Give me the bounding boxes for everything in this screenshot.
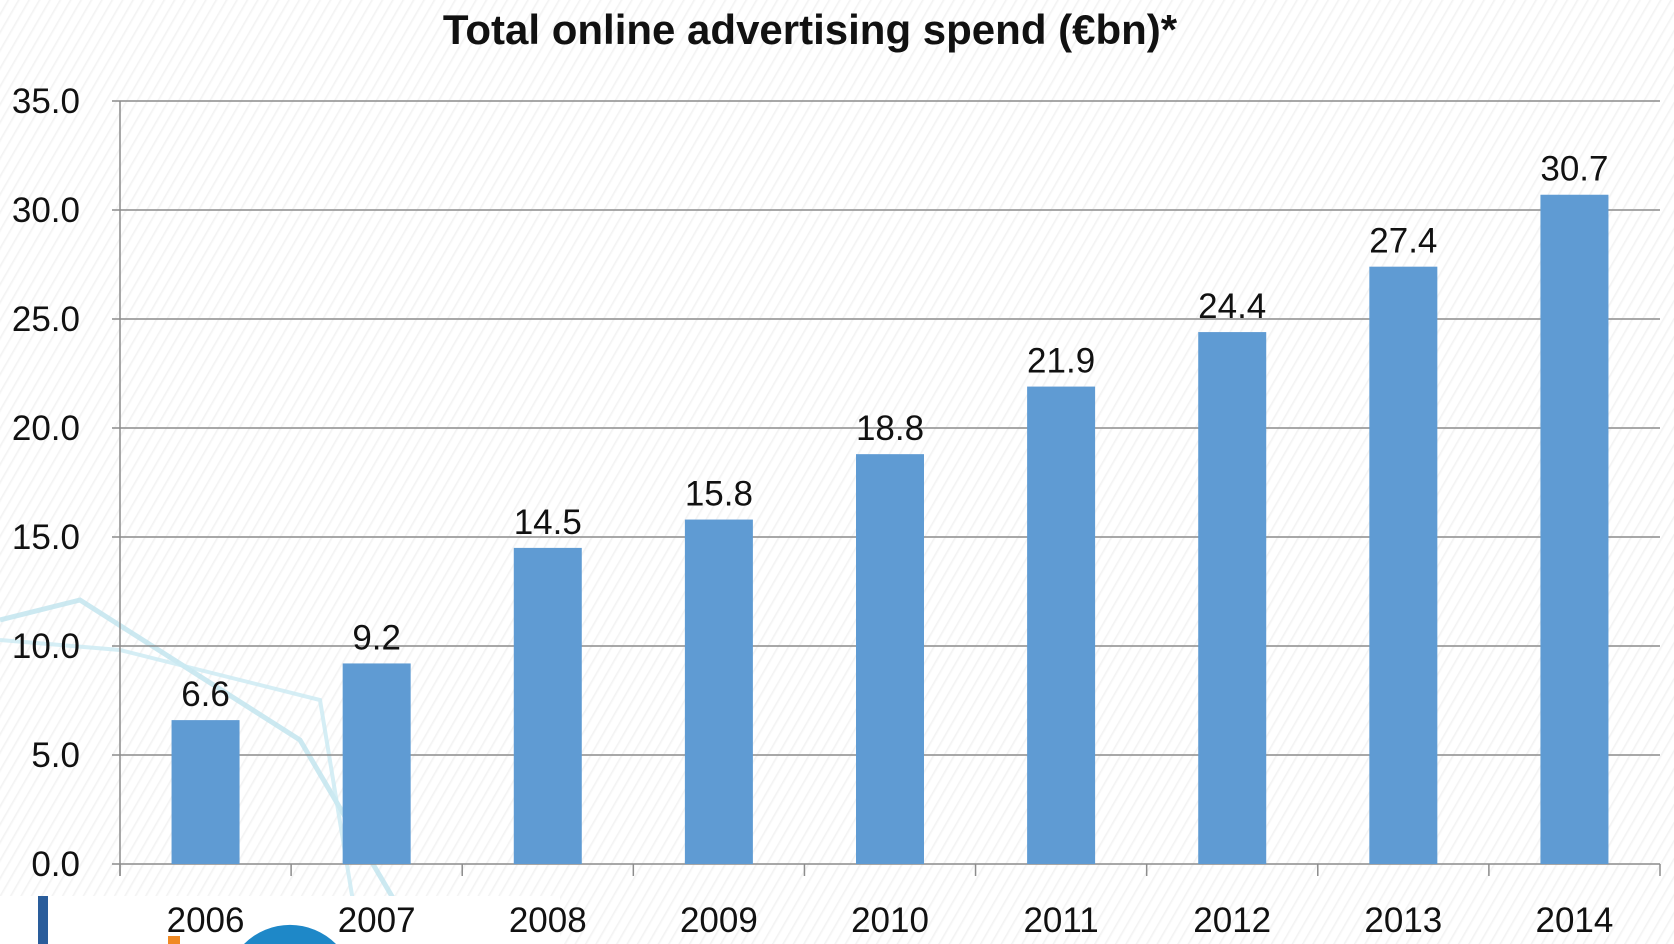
y-tick-label: 5.0: [31, 736, 80, 775]
x-tick-label: 2008: [509, 901, 587, 940]
data-label: 21.9: [1027, 342, 1095, 381]
x-tick-label: 2012: [1193, 901, 1271, 940]
bar-2006: [171, 720, 240, 864]
y-tick-label: 20.0: [12, 409, 80, 448]
y-tick-label: 35.0: [12, 82, 80, 121]
x-tick-label: 2011: [1023, 901, 1098, 940]
y-tick-label: 10.0: [12, 627, 80, 666]
data-label: 27.4: [1369, 222, 1437, 261]
bar-2007: [342, 663, 411, 864]
data-label: 14.5: [514, 503, 582, 542]
x-tick-label: 2013: [1364, 901, 1442, 940]
x-tick-label: 2014: [1536, 901, 1614, 940]
bar-2014: [1540, 194, 1609, 865]
partial-logo: [0, 597, 560, 944]
x-tick-label: 2006: [167, 901, 245, 940]
x-tick-label: 2007: [338, 901, 416, 940]
data-label: 9.2: [352, 618, 401, 657]
chart-title: Total online advertising spend (€bn)*: [442, 6, 1178, 53]
x-tick-label: 2009: [680, 901, 758, 940]
data-label: 30.7: [1540, 150, 1608, 189]
data-label: 24.4: [1198, 287, 1266, 326]
bar-2008: [513, 547, 582, 864]
bar-2013: [1369, 266, 1438, 864]
y-tick-label: 25.0: [12, 300, 80, 339]
y-tick-label: 30.0: [12, 191, 80, 230]
bar-2012: [1198, 332, 1267, 865]
data-label: 6.6: [181, 675, 230, 714]
bar-2010: [856, 454, 924, 864]
bar-2011: [1027, 386, 1096, 864]
x-tick-label: 2010: [851, 901, 929, 940]
bar-2009: [684, 519, 753, 864]
y-tick-label: 15.0: [12, 518, 80, 557]
data-label: 15.8: [685, 475, 753, 514]
data-label: 18.8: [856, 409, 924, 448]
y-tick-label: 0.0: [31, 845, 80, 884]
